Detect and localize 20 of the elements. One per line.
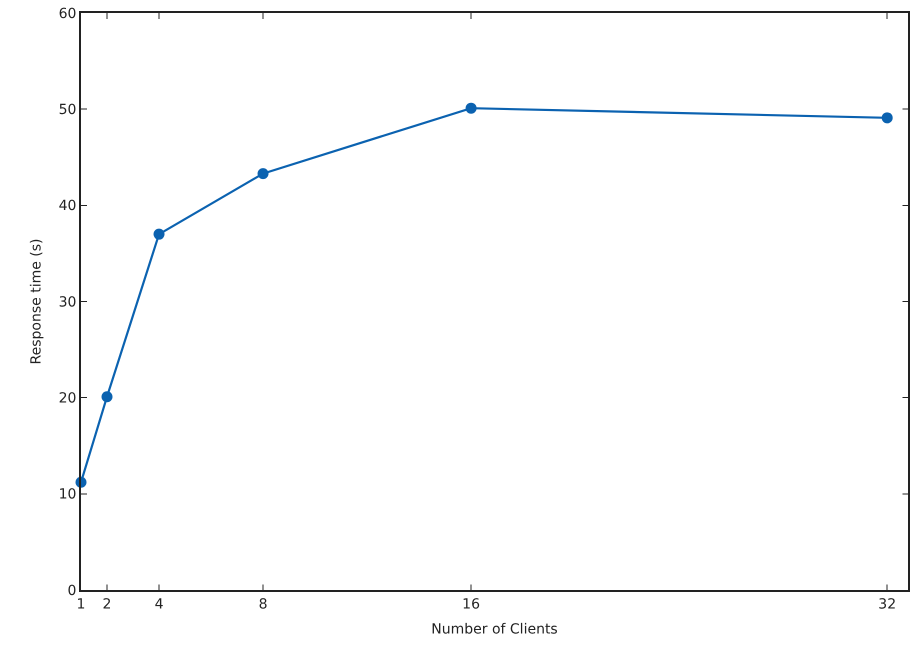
x-tick-label: 4: [154, 596, 164, 613]
x-tick-label: 8: [258, 596, 268, 613]
y-tick-label: 40: [58, 198, 76, 214]
point: [466, 102, 477, 114]
point: [154, 228, 165, 240]
y-tick-label: 10: [58, 486, 76, 503]
x-tick-label: 2: [102, 596, 112, 613]
y-tick-label: 0: [68, 582, 76, 599]
x-tick-label: 16: [462, 596, 480, 613]
x-tick-label: 32: [878, 596, 896, 613]
y-tick-label: 50: [58, 102, 76, 118]
point: [258, 168, 269, 180]
y-tick-label: 60: [58, 6, 76, 22]
y-tick-label: 20: [58, 390, 76, 407]
point: [882, 112, 893, 124]
x-axis-title: Number of Clients: [431, 621, 558, 638]
y-axis-title: Response time (s): [28, 238, 45, 364]
x-tick-label: 1: [76, 596, 86, 613]
point: [102, 391, 113, 402]
y-tick-label: 30: [58, 294, 76, 310]
